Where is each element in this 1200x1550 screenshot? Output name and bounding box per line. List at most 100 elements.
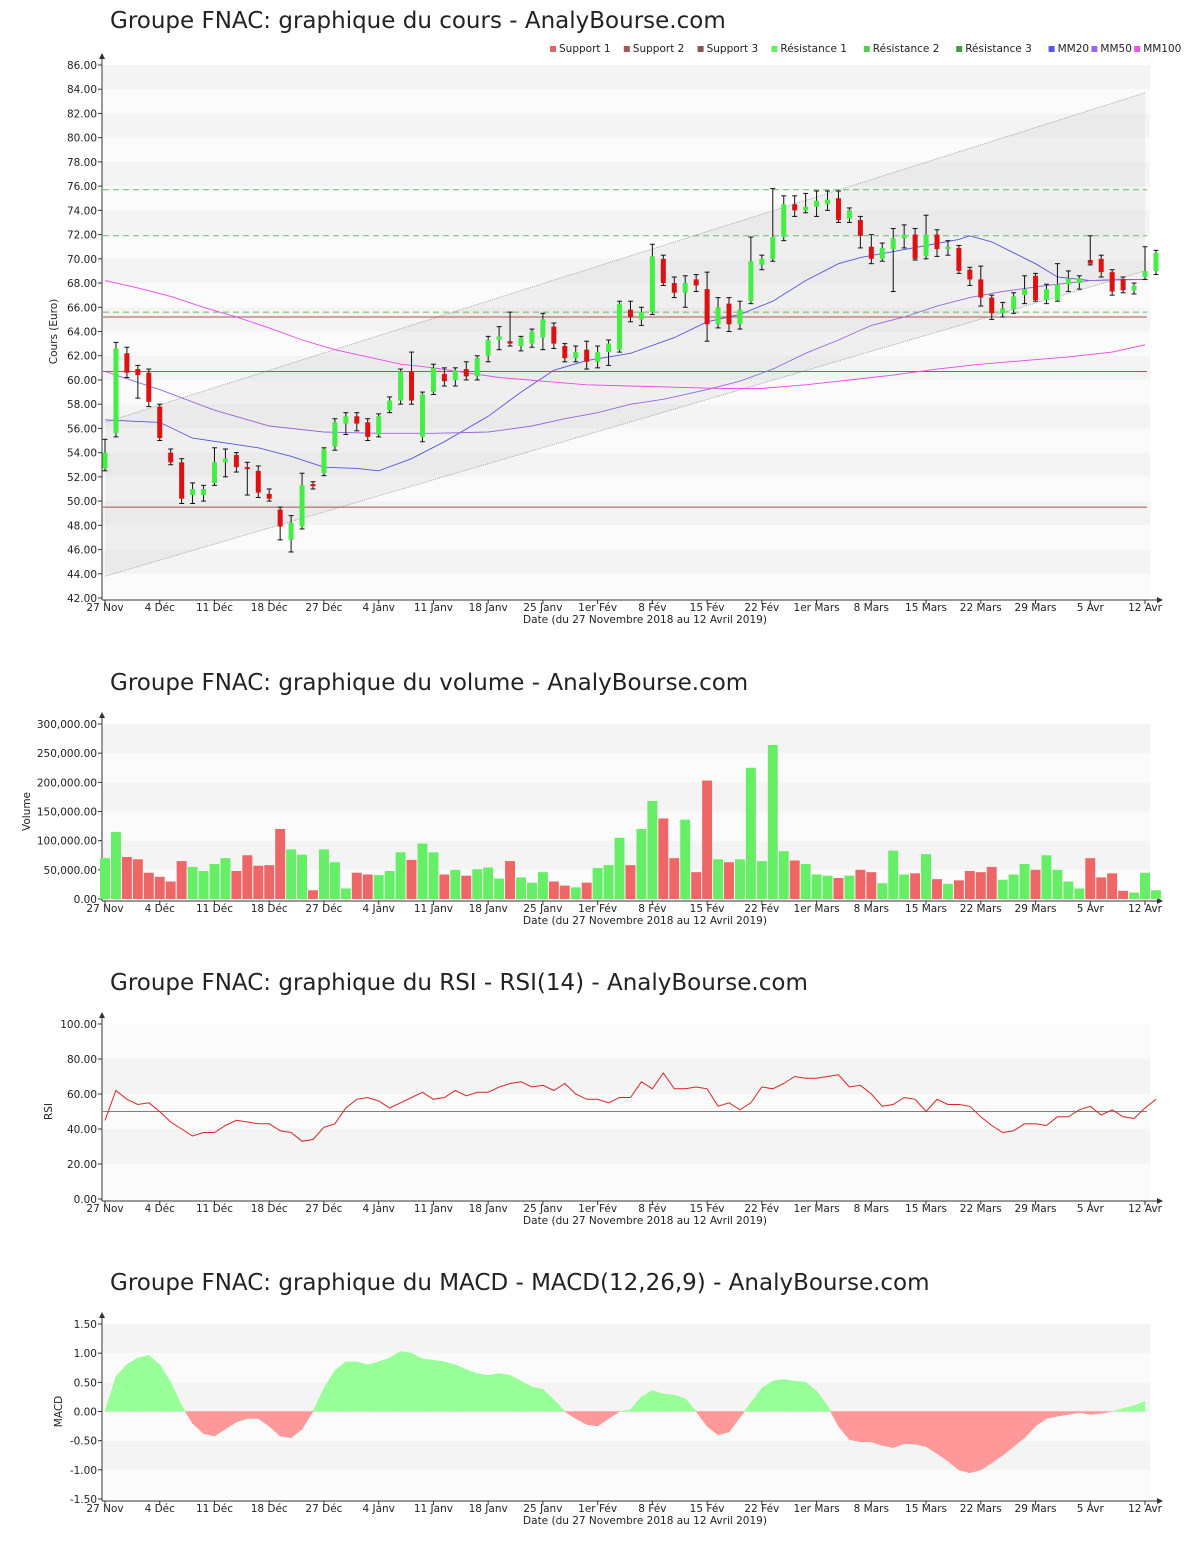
- grid-band: [103, 1129, 1150, 1164]
- candle-body: [255, 470, 261, 493]
- volume-bar: [472, 869, 483, 899]
- candle-body: [835, 198, 841, 221]
- volume-bar: [767, 745, 778, 899]
- macd-area-positive: [663, 1393, 675, 1412]
- x-tick-label: 29 Mars: [1015, 1503, 1057, 1515]
- y-tick-label: -0.50: [70, 1436, 97, 1448]
- x-tick-label: 11 Janv: [414, 1203, 453, 1215]
- volume-bar: [559, 885, 570, 899]
- x-tick-label: 18 Janv: [469, 602, 508, 614]
- candle-body: [912, 234, 918, 259]
- macd-area-positive: [684, 1397, 697, 1412]
- legend-label: Résistance 1: [780, 43, 847, 55]
- candle-body: [638, 312, 644, 320]
- x-tick-label: 8 Mars: [854, 602, 889, 614]
- x-tick-label: 12 Avr: [1128, 602, 1162, 614]
- candle-body: [551, 326, 557, 344]
- y-tick-label: 48.00: [67, 520, 97, 532]
- legend-swatch: [1091, 46, 1098, 52]
- macd-area-negative: [892, 1411, 905, 1449]
- y-axis-label: MACD: [53, 1396, 65, 1427]
- y-tick-label: 0.00: [74, 1194, 97, 1206]
- x-tick-label: 29 Mars: [1015, 1203, 1057, 1215]
- candle-body: [956, 247, 962, 271]
- candle-body: [266, 493, 272, 499]
- macd-area-negative: [914, 1411, 927, 1447]
- volume-bar: [855, 869, 866, 899]
- grid-band: [103, 1024, 1150, 1059]
- volume-bar: [789, 860, 800, 899]
- candle-body: [102, 452, 108, 469]
- candle-body: [288, 522, 294, 540]
- candle-body: [890, 238, 896, 250]
- grid-band: [103, 753, 1150, 783]
- candle-body: [529, 331, 535, 344]
- macd-area-negative: [586, 1411, 598, 1427]
- grid-band: [103, 307, 1150, 332]
- candle-body: [365, 422, 371, 437]
- grid-band: [103, 1059, 1150, 1094]
- macd-area-positive: [378, 1357, 390, 1412]
- x-axis-label: Date (du 27 Novembre 2018 au 12 Avril 20…: [523, 1215, 767, 1227]
- macd-area-positive: [400, 1351, 412, 1412]
- macd-area-negative: [881, 1411, 894, 1449]
- candle-body: [343, 416, 349, 424]
- macd-area-negative: [301, 1411, 314, 1431]
- grid-band: [103, 234, 1150, 259]
- x-tick-label: 4 Janv: [362, 1503, 394, 1515]
- volume-bar: [1096, 877, 1107, 899]
- volume-bar: [1129, 892, 1140, 899]
- candle-body: [967, 269, 973, 280]
- volume-bar: [800, 864, 811, 899]
- macd-area-positive: [345, 1361, 358, 1412]
- candle-body: [748, 261, 754, 302]
- candle-body: [1033, 275, 1039, 301]
- grid-band: [103, 501, 1150, 526]
- candle-body: [463, 369, 469, 377]
- x-tick-label: 1er Mars: [794, 1503, 840, 1515]
- macd-area-negative: [925, 1411, 938, 1455]
- y-axis-arrow: [99, 1312, 105, 1318]
- x-tick-label: 1er Fév: [578, 1503, 617, 1515]
- x-tick-label: 11 Janv: [414, 903, 453, 915]
- candle-body: [846, 210, 852, 219]
- macd-area-negative: [279, 1411, 292, 1439]
- candle-body: [737, 309, 743, 325]
- candle-body: [606, 343, 612, 353]
- x-tick-label: 22 Mars: [960, 1503, 1002, 1515]
- macd-area-positive: [509, 1374, 522, 1412]
- legend-label: Résistance 3: [965, 43, 1032, 55]
- macd-area-positive: [411, 1352, 423, 1412]
- legend-label: Support 1: [559, 43, 611, 55]
- volume-bar: [231, 871, 242, 899]
- volume-bar: [734, 859, 745, 899]
- candle-body: [310, 484, 316, 487]
- candle-body: [803, 206, 809, 211]
- y-axis-arrow: [99, 53, 105, 59]
- grid-band: [103, 258, 1150, 284]
- volume-bar: [1150, 890, 1161, 899]
- macd-area-positive: [794, 1380, 806, 1412]
- macd-area-negative: [739, 1411, 745, 1419]
- volume-bar: [603, 865, 614, 899]
- y-tick-label: 100,000.00: [37, 836, 97, 848]
- volume-bar: [1041, 855, 1052, 899]
- y-tick-label: 40.00: [67, 1124, 97, 1136]
- volume-bar: [877, 883, 888, 899]
- x-tick-label: 27 Nov: [86, 1503, 123, 1515]
- x-tick-label: 22 Mars: [960, 1203, 1002, 1215]
- x-tick-label: 11 Janv: [414, 1503, 453, 1515]
- macd-area-negative: [247, 1411, 259, 1419]
- y-tick-label: 72.00: [67, 230, 97, 242]
- mm20-line: [104, 235, 1145, 472]
- volume-bar: [724, 862, 734, 899]
- volume-bar: [745, 767, 756, 899]
- candle-body: [419, 394, 425, 437]
- volume-bar: [450, 869, 461, 899]
- candle-body: [1065, 278, 1071, 285]
- x-tick-label: 5 Avr: [1077, 602, 1105, 614]
- rsi-chart: 0.00 20.00 40.00 60.00 80.00 100.00 27 Nov 4 Dé…: [43, 1012, 1163, 1227]
- legend-swatch: [1134, 46, 1141, 52]
- volume-bar: [373, 875, 384, 899]
- x-tick-label: 27 Nov: [86, 1203, 123, 1215]
